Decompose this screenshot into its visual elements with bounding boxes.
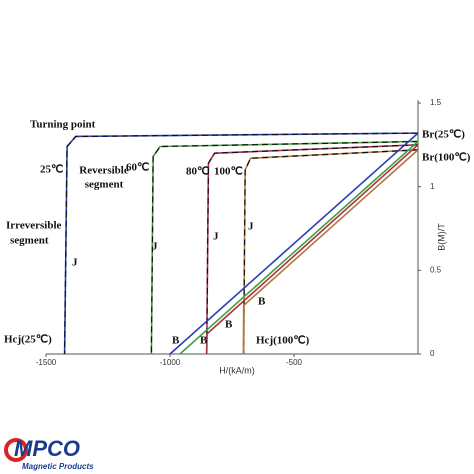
annotation: segment [85,179,124,191]
curve [242,149,419,355]
annotation: Irreversible [6,220,62,232]
logo: MPCO Magnetic Products [4,436,94,471]
annotation: Hcj(25℃) [4,334,52,346]
curve-dash [64,132,419,355]
curve-dash [206,144,419,355]
y-tick-label: 1.5 [430,98,442,107]
annotation: J [248,221,254,233]
annotation: Reversible [79,165,129,177]
x-tick-label: -1500 [36,358,57,367]
x-tick-label: -1000 [160,358,181,367]
annotation: B [172,335,180,347]
annotation: 80℃ [186,166,209,178]
x-axis-title: H/(kA/m) [219,365,255,375]
annotation: Turning point [30,119,96,131]
curve [179,140,419,355]
annotation: 25℃ [40,164,63,176]
annotation: segment [10,235,49,247]
annotation: Hcj(100℃) [256,335,310,347]
annotation: B [225,319,233,331]
logo-text: MPCO [14,436,80,461]
curve-dash [150,140,419,355]
curve [242,149,419,355]
curve-dash [243,149,419,355]
y-tick-label: 1 [430,182,435,191]
annotation: Br(100℃) [422,152,471,164]
annotation: 60℃ [126,162,149,174]
curve [205,144,419,355]
curve [169,132,419,355]
y-axis-title: B(M)/T [436,223,446,251]
annotation: Br(25℃) [422,129,465,141]
annotation: B [258,296,266,308]
annotation: J [72,257,78,269]
annotation: B [200,335,208,347]
logo-mark [4,438,28,462]
annotation: 100℃ [214,166,243,178]
annotation: J [213,231,219,243]
y-tick-label: 0.5 [430,265,442,274]
annotation: J [152,241,158,253]
y-tick-label: 0 [430,349,435,358]
logo-subtitle: Magnetic Products [22,462,94,471]
x-tick-label: -500 [286,358,303,367]
